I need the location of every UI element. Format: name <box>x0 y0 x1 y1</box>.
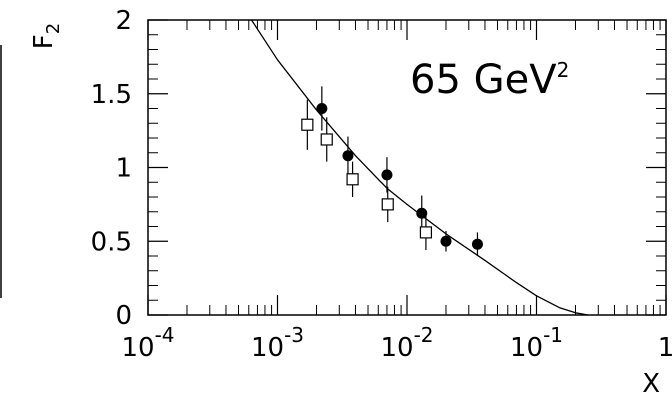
plot-frame <box>147 19 667 316</box>
open-square-marker <box>419 226 433 239</box>
circle-data-point <box>440 230 452 252</box>
open-square-marker <box>346 173 359 186</box>
y-tick-label: 0 <box>115 301 132 331</box>
open-square-marker <box>381 198 394 211</box>
plot-frame-rect <box>147 19 667 316</box>
x-tick-label: 1 <box>658 333 672 363</box>
circle-data-point <box>381 157 393 193</box>
x-axis-label: X <box>642 369 660 398</box>
x-tick-label: 10-4 <box>121 323 174 363</box>
circle-data-point <box>416 195 428 231</box>
y-axis-label: F2 <box>29 23 64 49</box>
filled-circle-marker <box>381 169 393 181</box>
square-data-point <box>301 99 314 150</box>
open-square-marker <box>320 133 333 146</box>
y-tick-label: 1.5 <box>91 80 132 110</box>
square-data-point <box>346 161 359 197</box>
circle-data-point <box>342 136 354 175</box>
y-tick-label: 1 <box>115 154 132 184</box>
x-tick-label: 10-1 <box>510 323 563 363</box>
open-square-marker <box>301 118 314 131</box>
x-tick-label: 10-3 <box>251 323 304 363</box>
square-data-point <box>320 117 333 162</box>
circle-data-point <box>471 232 483 256</box>
x-tick-label: 10-2 <box>380 323 433 363</box>
square-data-point <box>419 214 433 251</box>
filled-circle-marker <box>342 150 354 162</box>
q2-annotation: 65 GeV2 <box>410 57 569 103</box>
y-tick-label: 2 <box>115 6 132 36</box>
data-points <box>301 86 483 256</box>
axis-ticks <box>147 19 667 316</box>
tick-labels: 10-4 10-3 10-2 10-1 1 0 0.5 1 1.5 2 <box>91 6 672 363</box>
square-data-point <box>381 186 394 223</box>
circle-data-point <box>316 86 328 131</box>
filled-circle-marker <box>471 238 483 250</box>
filled-circle-marker <box>440 235 452 247</box>
filled-circle-marker <box>316 103 328 114</box>
filled-circle-marker <box>416 207 428 219</box>
y-tick-label: 0.5 <box>91 227 132 257</box>
